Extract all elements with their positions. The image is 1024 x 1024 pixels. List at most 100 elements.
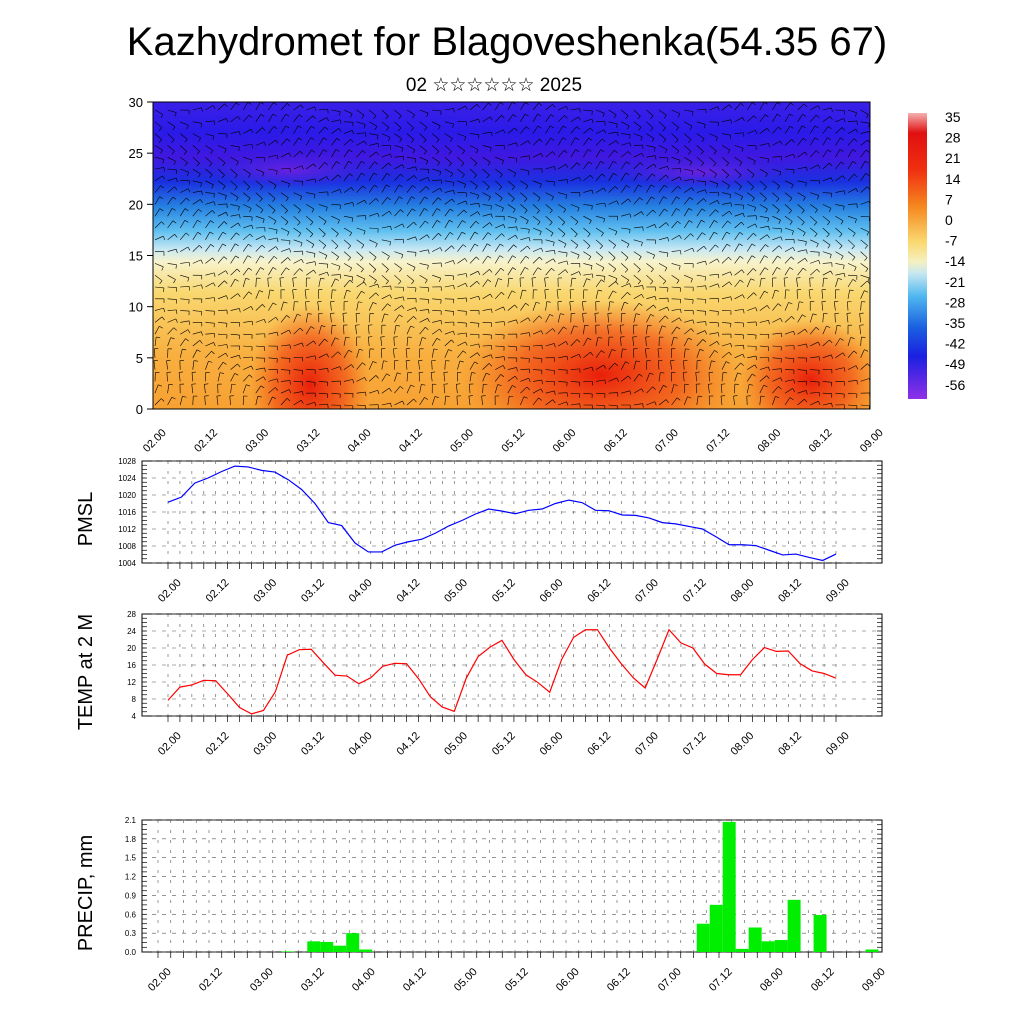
- wind-barb: [394, 325, 397, 335]
- wind-barb: [217, 295, 227, 300]
- wind-barb: [444, 232, 451, 240]
- wind-barb-flag: [865, 268, 869, 273]
- wind-barb-flag: [690, 328, 694, 332]
- wind-barb: [822, 381, 832, 383]
- wind-barb-flag: [755, 356, 758, 361]
- wind-barb: [243, 345, 253, 348]
- wind-barb: [797, 301, 800, 311]
- wind-barb-flag: [297, 125, 302, 129]
- wind-barb-flag: [175, 177, 178, 182]
- wind-barb: [558, 392, 568, 394]
- wind-barb: [192, 156, 200, 164]
- wind-barb: [444, 156, 452, 164]
- wind-barb: [180, 298, 190, 300]
- wind-barb-flag: [642, 226, 644, 231]
- wind-barb: [154, 307, 164, 311]
- wind-barb-flag: [641, 388, 644, 393]
- wind-barb: [192, 232, 198, 240]
- wind-barb-flag: [713, 231, 718, 235]
- wind-barb-flag: [436, 139, 440, 143]
- wind-barb-flag: [572, 277, 577, 279]
- wind-barb-flag: [247, 198, 251, 202]
- colorbar-label: -21: [945, 274, 965, 290]
- wind-barb-flag: [209, 174, 213, 179]
- wind-barb: [430, 372, 433, 382]
- wind-barb-flag: [650, 268, 654, 273]
- wind-barb-flag: [373, 172, 378, 176]
- wind-barb-flag: [827, 137, 831, 140]
- wind-barb: [835, 338, 841, 347]
- wind-barb: [582, 313, 584, 323]
- wind-barb: [444, 220, 450, 229]
- wind-barb-flag: [516, 367, 518, 372]
- colorbar-ramp: [908, 113, 927, 399]
- wind-barb-flag: [335, 245, 339, 250]
- wind-barb-flag: [311, 125, 315, 129]
- wind-barb-flag: [704, 276, 706, 281]
- wind-barb-flag: [249, 208, 252, 213]
- wind-barb-flag: [578, 176, 581, 181]
- wind-barb-flag: [162, 236, 166, 241]
- wind-barb: [432, 274, 441, 279]
- wind-barb: [280, 267, 287, 276]
- wind-barb-flag: [471, 372, 476, 374]
- wind-barb-flag: [852, 161, 857, 164]
- wind-barb-flag: [501, 291, 505, 296]
- wind-barb-flag: [418, 359, 423, 361]
- wind-barb: [419, 196, 425, 205]
- wind-barb: [759, 215, 769, 219]
- wind-barb: [457, 133, 466, 138]
- wind-barb: [810, 251, 820, 253]
- wind-barb: [494, 384, 498, 394]
- wind-barb: [217, 145, 227, 150]
- wind-barb: [507, 255, 513, 264]
- wind-barb-flag: [226, 344, 228, 349]
- wind-barb-flag: [159, 280, 163, 285]
- wind-barb: [784, 330, 794, 335]
- x-tick-label: 05.12: [490, 730, 518, 758]
- wind-barb: [860, 404, 870, 407]
- wind-barb: [558, 239, 567, 245]
- wind-barb: [457, 258, 466, 264]
- wind-barb: [784, 379, 794, 382]
- wind-barb: [369, 274, 377, 281]
- wind-barb-flag: [566, 260, 569, 265]
- wind-barb: [532, 227, 542, 232]
- wind-barb-flag: [788, 302, 793, 305]
- wind-barb: [154, 235, 164, 241]
- wind-barb: [796, 278, 798, 288]
- wind-barb-flag: [817, 164, 821, 169]
- wind-barb: [268, 102, 274, 111]
- colorbar-label: 14: [945, 171, 961, 187]
- wind-barb: [331, 109, 341, 112]
- wind-barb-flag: [637, 115, 641, 120]
- wind-barb: [167, 309, 177, 311]
- wind-barb: [304, 289, 307, 299]
- x-tick-label: 08.00: [728, 730, 756, 758]
- wind-barb: [192, 168, 201, 175]
- wind-barb-flag: [753, 160, 756, 165]
- wind-barb-flag: [438, 233, 442, 237]
- wind-barb: [544, 289, 546, 299]
- wind-barb: [343, 187, 352, 193]
- wind-barb-flag: [539, 231, 542, 236]
- wind-barb: [532, 369, 543, 371]
- wind-barb-flag: [410, 325, 415, 328]
- wind-barb-flag: [804, 258, 808, 262]
- wind-barb: [633, 293, 642, 300]
- wind-barb: [243, 215, 253, 218]
- wind-barb: [482, 354, 492, 359]
- wind-barb: [167, 220, 174, 229]
- wind-barb: [671, 156, 681, 161]
- wind-barb: [608, 140, 617, 146]
- wind-barb: [709, 209, 716, 217]
- wind-barb: [621, 239, 630, 245]
- wind-barb-flag: [385, 269, 389, 273]
- wind-barb: [658, 385, 664, 394]
- cross-section-x-axis: 02.00 02.12 03.00 03.12 04.00 04.12 05.00 05.12…: [141, 427, 886, 455]
- wind-barb: [721, 281, 730, 288]
- wind-barb-flag: [639, 197, 643, 201]
- wind-barb: [255, 180, 264, 187]
- wind-barb-flag: [276, 331, 279, 337]
- wind-barb-flag: [563, 209, 566, 213]
